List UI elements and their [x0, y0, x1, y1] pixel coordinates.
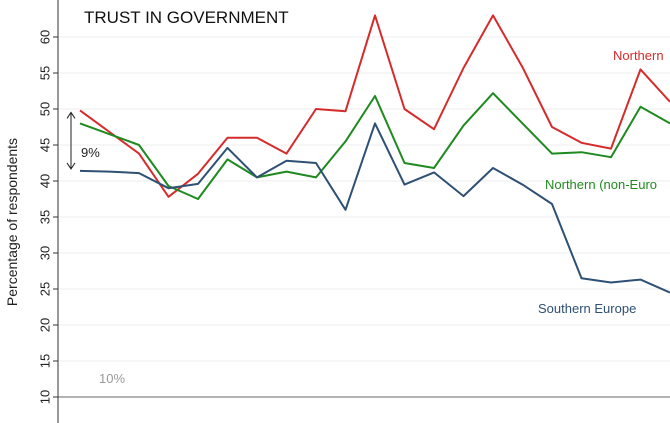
y-tick-label-10: 10	[38, 390, 53, 404]
y-tick-label-55: 55	[38, 66, 53, 80]
series-line-2	[79, 122, 670, 294]
series-line-1	[79, 92, 670, 200]
y-tick-label-60: 60	[38, 30, 53, 44]
y-axis-label: Percentage of respondents	[4, 138, 20, 306]
y-tick-label-25: 25	[38, 282, 53, 296]
series-label-northern-non-euro: Northern (non-Euro	[545, 177, 657, 192]
y-tick-label-35: 35	[38, 210, 53, 224]
y-tick-label-15: 15	[38, 354, 53, 368]
annotations	[66, 111, 76, 170]
series-line-0	[79, 14, 670, 198]
series-lines	[79, 14, 670, 294]
y-tick-label-40: 40	[38, 174, 53, 188]
y-tick-label-45: 45	[38, 138, 53, 152]
series-label-southern-europe: Southern Europe	[538, 301, 636, 316]
gap-arrow-head-bottom	[66, 162, 76, 170]
gap-annotation-label: 9%	[81, 145, 100, 160]
gridlines	[58, 36, 670, 362]
chart-title: TRUST IN GOVERNMENT	[84, 8, 289, 27]
series-label-northern: Northern	[613, 48, 664, 63]
y-tick-label-50: 50	[38, 102, 53, 116]
gap-arrow-head-top	[66, 111, 76, 119]
baseline-annotation-label: 10%	[99, 371, 125, 386]
y-tick-label-30: 30	[38, 246, 53, 260]
y-axis-ticks: 10 15 20 25 30 35 40 45 50 55 60	[38, 30, 58, 404]
y-tick-label-20: 20	[38, 318, 53, 332]
